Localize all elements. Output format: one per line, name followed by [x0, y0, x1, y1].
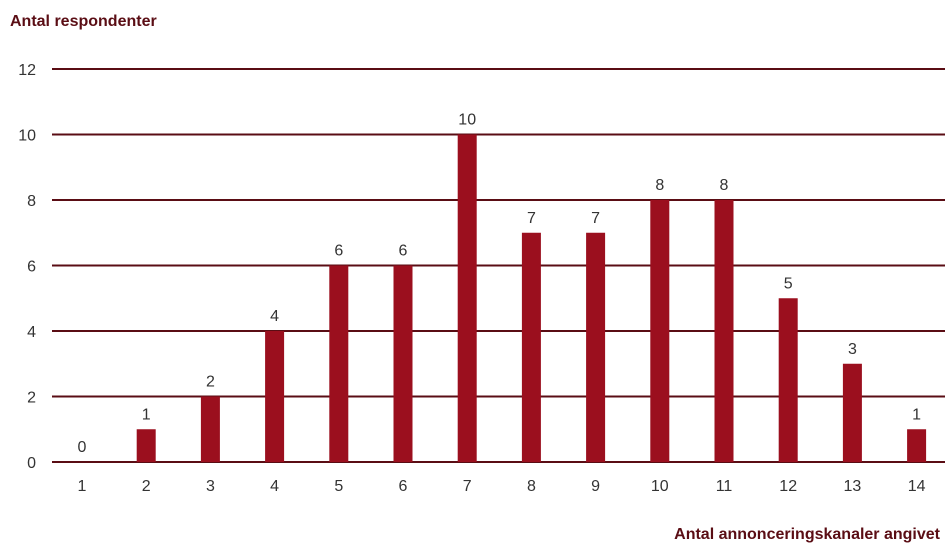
- data-label: 1: [142, 406, 151, 423]
- x-tick-label: 14: [908, 478, 926, 495]
- bars: [136, 134, 927, 462]
- x-tick-labels: 1 2 3 4 5 6 7 8 9 10 11 12 13 14: [78, 478, 926, 495]
- x-tick-label: 8: [527, 478, 536, 495]
- x-tick-label: 9: [591, 478, 600, 495]
- y-tick-label: 6: [27, 259, 36, 276]
- x-tick-label: 10: [651, 478, 669, 495]
- data-label: 10: [458, 112, 476, 129]
- bar-14: [907, 429, 927, 462]
- y-tick-label: 4: [27, 324, 36, 341]
- data-label: 2: [206, 374, 215, 391]
- bar-13: [842, 363, 862, 462]
- x-tick-label: 11: [716, 478, 733, 495]
- x-tick-label: 4: [270, 478, 279, 495]
- bar-4: [265, 331, 285, 462]
- bar-8: [521, 232, 541, 462]
- x-tick-label: 13: [844, 478, 862, 495]
- bar-6: [393, 265, 413, 462]
- bar-11: [714, 200, 734, 462]
- bar-12: [778, 298, 798, 462]
- y-axis-title: Antal respondenter: [10, 13, 157, 30]
- x-tick-label: 5: [334, 478, 343, 495]
- x-tick-label: 12: [779, 478, 797, 495]
- data-label: 7: [527, 210, 536, 227]
- bar-3: [200, 396, 220, 462]
- y-tick-label: 10: [18, 128, 36, 145]
- data-label: 7: [591, 210, 600, 227]
- data-label: 0: [78, 439, 87, 456]
- y-tick-label: 12: [18, 62, 36, 79]
- bar-7: [457, 134, 477, 462]
- data-label: 6: [334, 243, 343, 260]
- data-label: 8: [720, 177, 729, 194]
- x-tick-label: 2: [142, 478, 151, 495]
- data-label: 4: [270, 308, 279, 325]
- y-tick-label: 0: [27, 455, 36, 472]
- bar-2: [136, 429, 156, 462]
- bar-9: [586, 232, 606, 462]
- data-label: 6: [399, 243, 408, 260]
- data-label: 1: [912, 406, 921, 423]
- bar-10: [650, 200, 670, 462]
- x-tick-label: 6: [399, 478, 408, 495]
- bar-5: [329, 265, 349, 462]
- x-tick-label: 1: [78, 478, 87, 495]
- gridlines: [52, 68, 945, 463]
- data-label: 8: [655, 177, 664, 194]
- x-axis-title: Antal annonceringskanaler angivet: [674, 526, 940, 543]
- x-tick-label: 7: [463, 478, 472, 495]
- y-tick-label: 2: [27, 390, 36, 407]
- data-labels: 0 1 2 4 6 6 10 7 7 8 8 5 3 1: [78, 112, 922, 457]
- data-label: 5: [784, 275, 793, 292]
- y-tick-label: 8: [27, 193, 36, 210]
- data-label: 3: [848, 341, 857, 358]
- y-tick-labels: 0 2 4 6 8 10 12: [18, 62, 36, 472]
- x-tick-label: 3: [206, 478, 215, 495]
